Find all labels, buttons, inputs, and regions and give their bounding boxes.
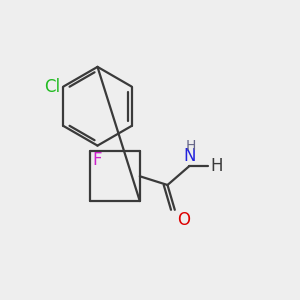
Text: Cl: Cl: [44, 78, 61, 96]
Text: F: F: [93, 152, 102, 169]
Text: H: H: [211, 157, 223, 175]
Text: O: O: [177, 211, 190, 229]
Text: H: H: [186, 139, 196, 153]
Text: N: N: [183, 147, 196, 165]
